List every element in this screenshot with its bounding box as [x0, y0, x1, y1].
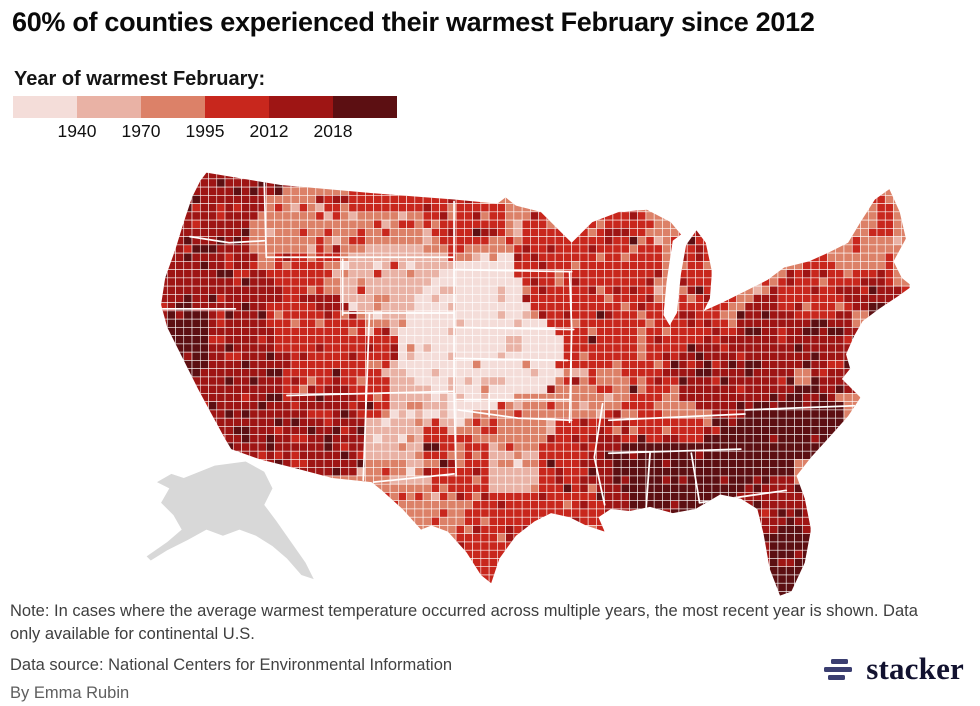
legend-tick-label: 1995: [186, 121, 225, 142]
stacker-logo: stacker: [824, 651, 964, 687]
legend-swatch: [269, 96, 333, 118]
data-source-text: Data source: National Centers for Enviro…: [10, 654, 924, 677]
legend-ramp: [13, 96, 397, 118]
legend-title: Year of warmest February:: [14, 68, 265, 91]
byline-text: By Emma Rubin: [10, 682, 924, 705]
legend-tick-label: 1970: [122, 121, 161, 142]
legend-swatch: [141, 96, 205, 118]
legend-swatch: [333, 96, 397, 118]
alaska-no-data-shape: [147, 461, 314, 579]
legend-tick-label: 2012: [250, 121, 289, 142]
logo-bar-top: [831, 659, 848, 664]
legend-swatch: [77, 96, 141, 118]
page-title: 60% of counties experienced their warmes…: [12, 6, 972, 40]
stacker-logo-text: stacker: [866, 651, 964, 687]
logo-bar-bottom: [828, 675, 845, 680]
us-choropleth-map: [126, 158, 910, 602]
map-container: [126, 158, 910, 602]
stacker-logo-icon: [824, 659, 854, 680]
footer-notes: Note: In cases where the average warmest…: [10, 600, 924, 706]
legend-swatch: [205, 96, 269, 118]
note-text: Note: In cases where the average warmest…: [10, 600, 924, 647]
legend-tick-label: 2018: [314, 121, 353, 142]
logo-bar-middle: [824, 667, 852, 672]
legend-swatch: [13, 96, 77, 118]
legend-tick-label: 1940: [58, 121, 97, 142]
legend-ticks: 1940 1970 1995 2012 2018: [13, 121, 413, 143]
